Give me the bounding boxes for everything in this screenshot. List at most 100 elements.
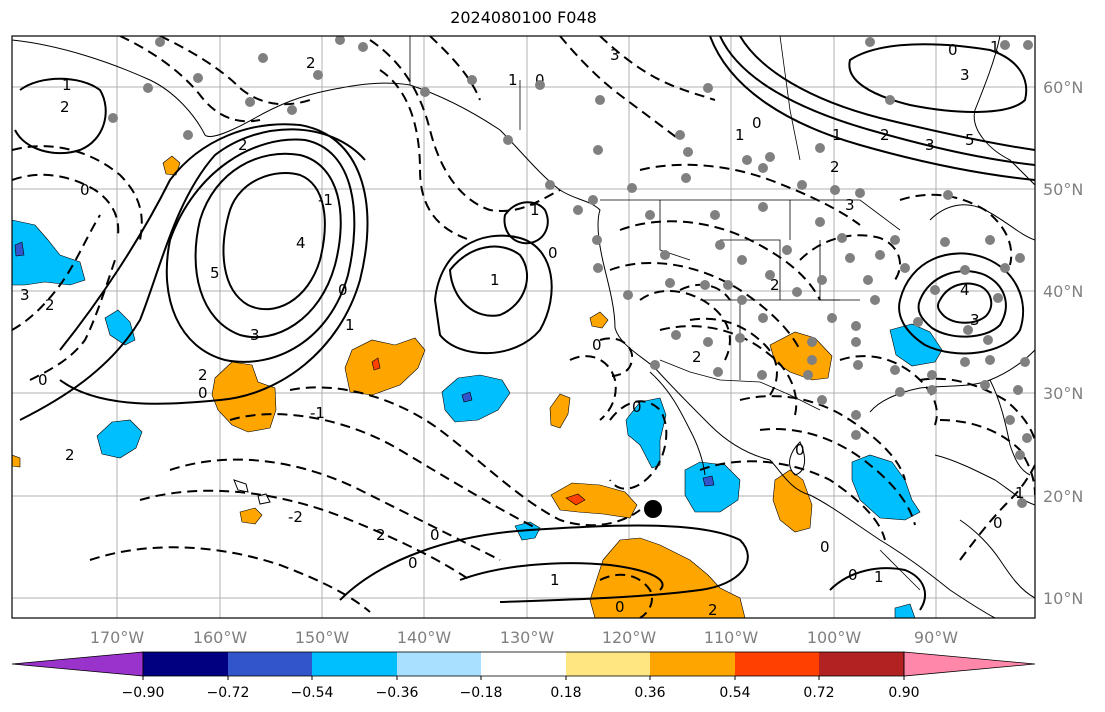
contour-label: 2 bbox=[65, 446, 75, 464]
colorbar-tick-label: 0.36 bbox=[634, 685, 665, 701]
contour-label: 1 bbox=[345, 316, 355, 334]
contour-label: 3 bbox=[925, 136, 935, 154]
contour-label: 0 bbox=[80, 181, 90, 199]
lat-label: 10°N bbox=[1043, 589, 1083, 608]
contour-label: 4 bbox=[296, 234, 306, 252]
colorbar-tick-label: −0.54 bbox=[291, 685, 334, 701]
longitude-axis: 170°W 160°W 150°W 140°W 130°W 120°W 110°… bbox=[90, 628, 958, 647]
contour-label: 2 bbox=[880, 126, 890, 144]
colorbar-segment bbox=[819, 652, 904, 676]
contour-label: 2 bbox=[376, 526, 386, 544]
colorbar-segment bbox=[735, 652, 819, 676]
contour-label: 0 bbox=[820, 538, 830, 556]
lat-label: 60°N bbox=[1043, 78, 1083, 97]
contour-label: 1 bbox=[490, 271, 500, 289]
negative-anomaly-fills bbox=[12, 219, 943, 618]
contour-label: 3 bbox=[960, 66, 970, 84]
contour-label: 0 bbox=[430, 526, 440, 544]
contour-label: 5 bbox=[965, 131, 975, 149]
colorbar-segment bbox=[143, 652, 228, 676]
contour-label: 1 bbox=[530, 201, 540, 219]
contour-label: 0 bbox=[535, 71, 545, 89]
contour-label: 0 bbox=[38, 371, 48, 389]
contour-label: 0 bbox=[848, 566, 858, 584]
lon-label: 120°W bbox=[602, 628, 657, 647]
contour-label: 0 bbox=[198, 384, 208, 402]
colorbar-tick-label: 0.72 bbox=[803, 685, 834, 701]
contour-label: 1 bbox=[62, 76, 72, 94]
lat-label: 30°N bbox=[1043, 384, 1083, 403]
map-background bbox=[12, 36, 1035, 618]
contour-label: 1 bbox=[735, 126, 745, 144]
colorbar-tick-label: 0.54 bbox=[719, 685, 750, 701]
negative-contours bbox=[12, 36, 1035, 618]
contour-label: 1 bbox=[508, 71, 518, 89]
colorbar-tick-label: −0.72 bbox=[207, 685, 250, 701]
lat-label: 20°N bbox=[1043, 487, 1083, 506]
map-frame bbox=[11, 35, 1036, 619]
lon-label: 160°W bbox=[193, 628, 248, 647]
contour-label: 0 bbox=[948, 41, 958, 59]
colorbar-tick-label: −0.18 bbox=[460, 685, 503, 701]
latitude-axis: 60°N 50°N 40°N 30°N 20°N 10°N bbox=[1043, 78, 1083, 608]
contour-label: 2 bbox=[708, 601, 718, 619]
colorbar-segment bbox=[397, 652, 481, 676]
contour-label-group: 5 3 2 0 4 0 2 1 2 0 1 1 0 1 0 3 2 2 -1 -… bbox=[20, 38, 1025, 619]
contour-label: 1 bbox=[832, 126, 842, 144]
contour-label: 0 bbox=[993, 514, 1003, 532]
lon-label: 90°W bbox=[914, 628, 958, 647]
colorbar-tick-label: 0.18 bbox=[550, 685, 581, 701]
lat-label: 40°N bbox=[1043, 282, 1083, 301]
lon-label: 170°W bbox=[90, 628, 145, 647]
colorbar: −0.90 −0.72 −0.54 −0.36 −0.18 0.18 0.36 … bbox=[11, 651, 1036, 701]
coastlines bbox=[12, 36, 1035, 618]
lon-label: 140°W bbox=[397, 628, 452, 647]
contour-label: 3 bbox=[970, 311, 980, 329]
contour-label: 0 bbox=[632, 398, 642, 416]
contour-label: -2 bbox=[288, 508, 303, 526]
contour-label: 0 bbox=[408, 554, 418, 572]
station-markers bbox=[108, 36, 1033, 508]
contour-label: 3 bbox=[610, 46, 620, 64]
colorbar-tick-label: 0.90 bbox=[888, 685, 919, 701]
contour-label: 1 bbox=[550, 571, 560, 589]
lon-label: 110°W bbox=[704, 628, 759, 647]
colorbar-tick-label: −0.36 bbox=[376, 685, 419, 701]
colorbar-high-extension bbox=[903, 651, 1036, 677]
contour-label: 3 bbox=[20, 286, 30, 304]
lon-label: 130°W bbox=[500, 628, 555, 647]
contour-label: 2 bbox=[692, 348, 702, 366]
contour-label: -1 bbox=[318, 191, 333, 209]
contour-label: 0 bbox=[795, 441, 805, 459]
contour-label: 0 bbox=[752, 114, 762, 132]
contour-label: 0 bbox=[615, 598, 625, 616]
contour-label: 0 bbox=[338, 281, 348, 299]
contour-label: 1 bbox=[990, 38, 1000, 56]
colorbar-low-extension bbox=[11, 651, 144, 677]
colorbar-segment bbox=[566, 652, 650, 676]
target-marker-icon bbox=[644, 500, 662, 518]
contour-label: 2 bbox=[306, 54, 316, 72]
contour-label: 5 bbox=[210, 264, 220, 282]
positive-contours bbox=[14, 36, 1035, 611]
lon-label: 150°W bbox=[295, 628, 350, 647]
lon-label: 100°W bbox=[807, 628, 862, 647]
contour-label: 2 bbox=[830, 158, 840, 176]
contour-label: 2 bbox=[60, 98, 70, 116]
contour-label: 3 bbox=[250, 326, 260, 344]
colorbar-tick-label: −0.90 bbox=[122, 685, 165, 701]
contour-label: 4 bbox=[960, 281, 970, 299]
colorbar-segment bbox=[650, 652, 735, 676]
contour-label: 0 bbox=[548, 244, 558, 262]
contour-label: 0 bbox=[592, 336, 602, 354]
contour-label: 2 bbox=[45, 296, 55, 314]
contour-label: 2 bbox=[238, 136, 248, 154]
contour-label: 2 bbox=[198, 366, 208, 384]
contour-label: 2 bbox=[770, 276, 780, 294]
contour-label: 1 bbox=[874, 568, 884, 586]
lat-label: 50°N bbox=[1043, 180, 1083, 199]
colorbar-segment bbox=[228, 652, 312, 676]
colorbar-segment bbox=[481, 652, 566, 676]
map-content: 5 3 2 0 4 0 2 1 2 0 1 1 0 1 0 3 2 2 -1 -… bbox=[12, 36, 1035, 619]
